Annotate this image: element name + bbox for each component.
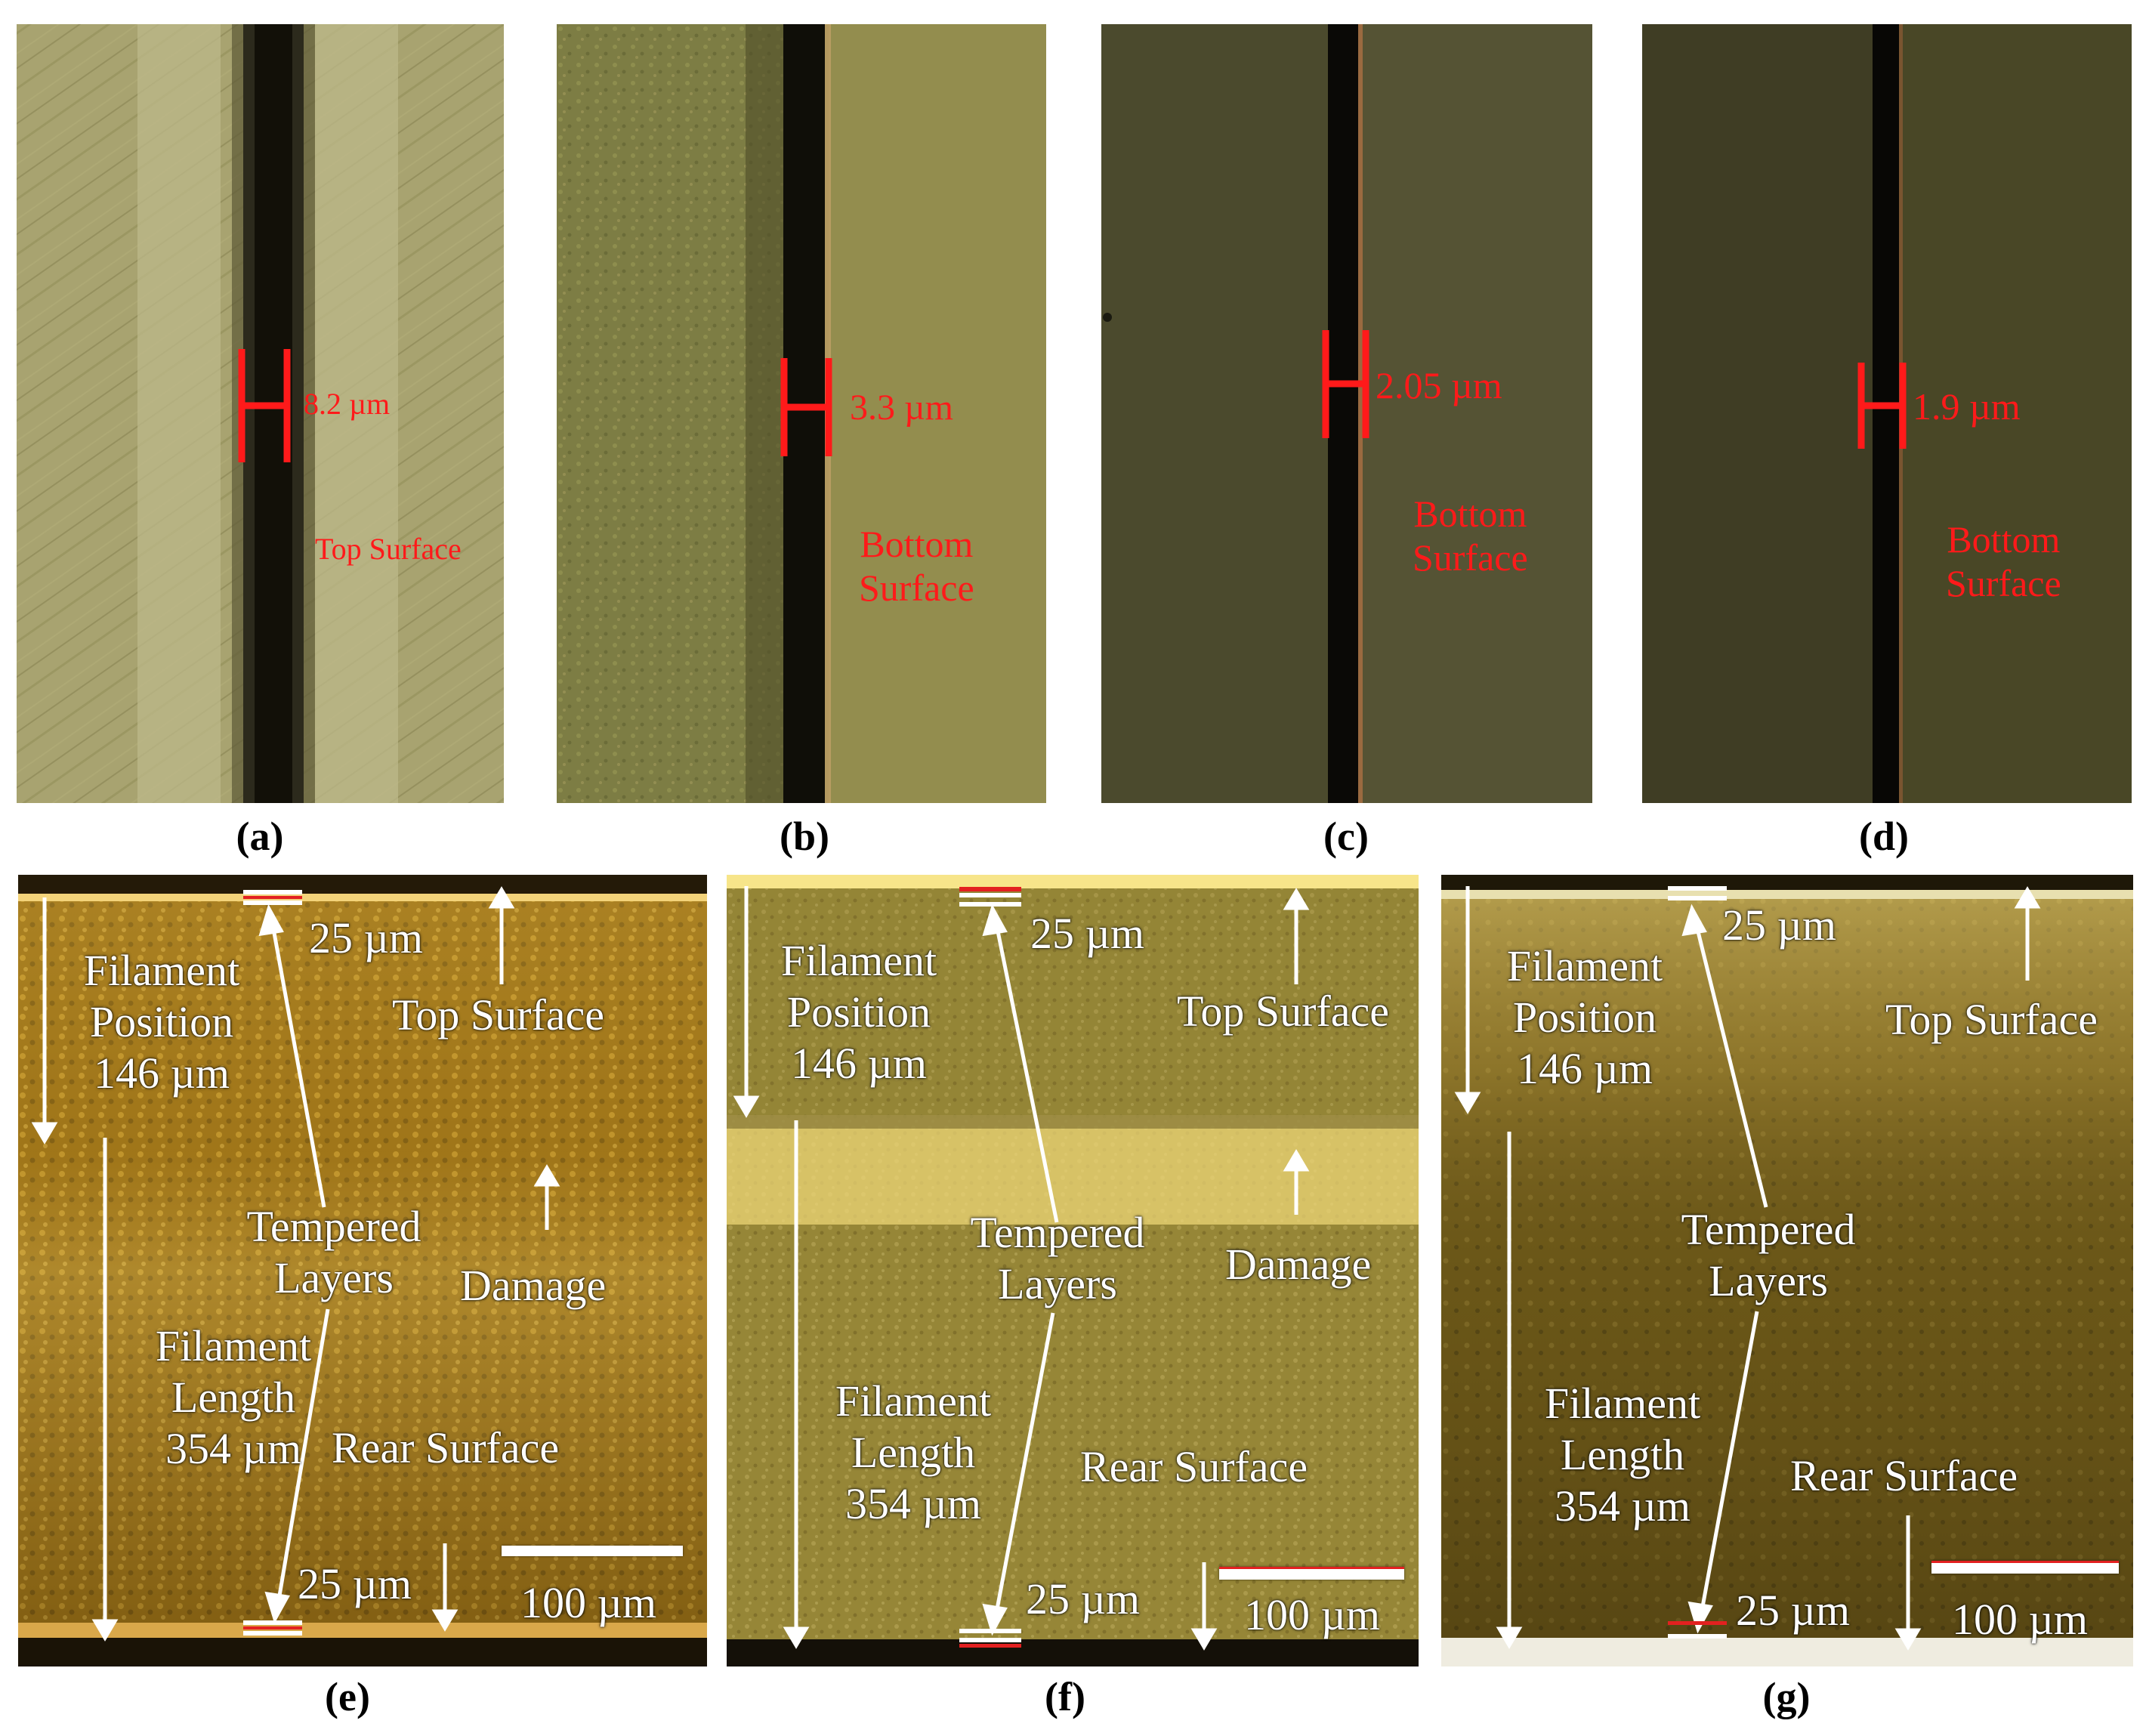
top-surface-label-e: Top Surface	[392, 990, 604, 1039]
micrograph-a-image	[17, 24, 504, 803]
filament-position-label-g: Filament Position 146 µm	[1506, 941, 1663, 1093]
tempered-layers-label-g: Tempered Layers	[1681, 1205, 1856, 1305]
top-layer-label-e: 25 µm	[309, 913, 424, 962]
scale-bar-g	[1931, 1561, 2119, 1574]
cross-section-f: 25 µm Filament Position 146 µm Top Surfa…	[727, 875, 1419, 1666]
filament-length-label-e: Filament Length 354 µm	[155, 1321, 312, 1473]
width-marker-a	[238, 349, 291, 462]
surface-label-a: Top Surface	[315, 532, 462, 566]
width-label-c: 2.05 µm	[1376, 364, 1502, 406]
annotations-g	[1454, 886, 2041, 1651]
width-marker-d	[1857, 363, 1907, 449]
annotations-e	[31, 886, 560, 1642]
rear-surface-label-g: Rear Surface	[1790, 1451, 2018, 1500]
width-marker-b	[780, 358, 832, 456]
width-label-a: 8.2 µm	[304, 387, 391, 421]
caption-f: (f)	[1045, 1674, 1085, 1719]
micrograph-a: 8.2 µm Top Surface	[17, 24, 504, 803]
rear-surface-label-f: Rear Surface	[1080, 1442, 1308, 1491]
annotations-f	[733, 886, 1310, 1651]
top-layer-label-g: 25 µm	[1722, 900, 1837, 950]
micrograph-c-image	[1101, 24, 1592, 803]
cross-section-g-image	[1441, 875, 2133, 1666]
micrograph-d-image	[1642, 24, 2132, 803]
scale-label-g: 100 µm	[1952, 1595, 2089, 1644]
caption-a: (a)	[236, 814, 284, 859]
width-label-d: 1.9 µm	[1913, 385, 2021, 428]
surface-label-c: Bottom Surface	[1413, 493, 1528, 579]
top-layer-label-f: 25 µm	[1030, 909, 1145, 958]
tempered-layers-label-f: Tempered Layers	[970, 1208, 1145, 1308]
bottom-layer-label-e: 25 µm	[298, 1559, 412, 1608]
cross-section-g: 25 µm Filament Position 146 µm Top Surfa…	[1441, 875, 2133, 1666]
surface-label-b: Bottom Surface	[859, 523, 974, 609]
scale-bar-e	[502, 1546, 683, 1556]
surface-label-d: Bottom Surface	[1946, 518, 2061, 604]
filament-length-label-f: Filament Length 354 µm	[835, 1376, 992, 1528]
tempered-layers-label-e: Tempered Layers	[246, 1202, 421, 1302]
cross-section-e-image	[18, 875, 707, 1666]
caption-e: (e)	[325, 1674, 370, 1719]
caption-b: (b)	[780, 814, 829, 859]
micrograph-d: 1.9 µm Bottom Surface	[1642, 24, 2132, 803]
top-surface-label-f: Top Surface	[1177, 987, 1389, 1036]
bottom-layer-label-g: 25 µm	[1736, 1586, 1851, 1635]
scale-bar-f	[1219, 1567, 1404, 1580]
rear-surface-label-e: Rear Surface	[332, 1423, 560, 1472]
micrograph-c: 2.05 µm Bottom Surface	[1101, 24, 1592, 803]
filament-length-label-g: Filament Length 354 µm	[1544, 1379, 1701, 1531]
width-marker-c	[1322, 330, 1369, 438]
width-label-b: 3.3 µm	[850, 388, 953, 428]
micrograph-b-image	[557, 24, 1046, 803]
scale-label-f: 100 µm	[1244, 1590, 1381, 1639]
bottom-layer-label-f: 25 µm	[1026, 1574, 1141, 1623]
micrograph-b: 3.3 µm Bottom Surface	[557, 24, 1046, 803]
caption-g: (g)	[1762, 1674, 1811, 1719]
damage-label-e: Damage	[460, 1261, 607, 1310]
damage-label-f: Damage	[1225, 1240, 1372, 1289]
top-surface-label-g: Top Surface	[1885, 995, 2098, 1044]
caption-d: (d)	[1859, 814, 1909, 859]
filament-position-label-f: Filament Position 146 µm	[780, 936, 937, 1088]
caption-c: (c)	[1323, 814, 1369, 859]
scale-label-e: 100 µm	[520, 1578, 657, 1627]
filament-position-label-e: Filament Position 146 µm	[83, 946, 240, 1098]
cross-section-e: 25 µm Filament Position 146 µm Top Surfa…	[18, 875, 707, 1666]
